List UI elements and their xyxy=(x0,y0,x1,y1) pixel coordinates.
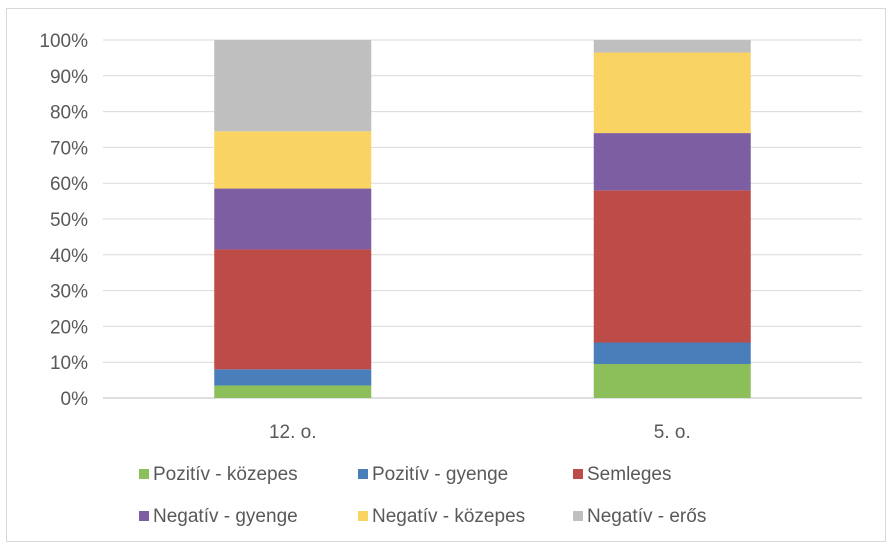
y-tick-label: 50% xyxy=(50,210,88,231)
bar-segment xyxy=(593,363,751,398)
bar-segment xyxy=(214,188,372,250)
bar-segment xyxy=(593,133,751,191)
legend: Pozitív - közepes Pozitív - gyenge Semlege… xyxy=(139,464,706,527)
bar-segment xyxy=(214,249,372,370)
y-tick-label: 40% xyxy=(50,246,88,267)
y-tick-label: 60% xyxy=(50,174,88,195)
bar-segment xyxy=(214,131,372,189)
y-axis-ticks: 0% 10% 20% 30% 40% 50% 60% 70% 80% 90% 100% xyxy=(39,31,88,410)
legend-label: Pozitív - közepes xyxy=(153,464,298,485)
legend-swatch xyxy=(358,511,368,521)
bar-segment xyxy=(593,40,751,53)
x-tick-label: 12. o. xyxy=(269,422,317,443)
y-tick-label: 20% xyxy=(50,317,88,338)
y-tick-label: 100% xyxy=(39,31,88,52)
y-tick-label: 10% xyxy=(50,353,88,374)
bar-segment xyxy=(593,52,751,134)
y-tick-label: 80% xyxy=(50,103,88,124)
bar-segment xyxy=(214,369,372,386)
legend-swatch xyxy=(139,511,149,521)
legend-label: Semleges xyxy=(587,464,672,485)
legend-swatch xyxy=(358,469,368,479)
y-tick-label: 70% xyxy=(50,138,88,159)
legend-swatch xyxy=(573,511,583,521)
bar-segment xyxy=(593,190,751,343)
legend-label: Negatív - közepes xyxy=(372,506,525,527)
bar-segment xyxy=(214,385,372,398)
y-tick-label: 90% xyxy=(50,67,88,88)
y-tick-label: 30% xyxy=(50,282,88,303)
x-axis-labels: 12. o. 5. o. xyxy=(269,422,691,443)
bars xyxy=(214,40,751,398)
legend-label: Negatív - erős xyxy=(587,506,706,527)
bar-segment xyxy=(214,40,372,132)
y-tick-label: 0% xyxy=(61,389,89,410)
legend-label: Negatív - gyenge xyxy=(153,506,298,527)
bar-segment xyxy=(593,342,751,364)
legend-swatch xyxy=(573,469,583,479)
legend-label: Pozitív - gyenge xyxy=(372,464,508,485)
x-tick-label: 5. o. xyxy=(654,422,691,443)
legend-swatch xyxy=(139,469,149,479)
